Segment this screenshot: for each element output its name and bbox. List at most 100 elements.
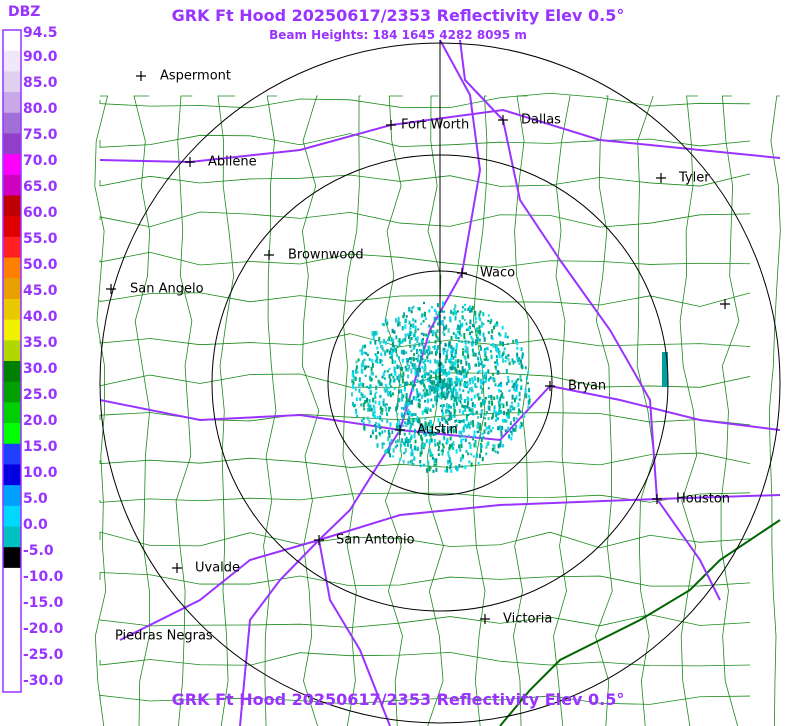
echo-pixel <box>452 426 455 429</box>
echo-pixel <box>381 419 384 423</box>
city-marker <box>172 563 182 573</box>
echo-pixel <box>396 444 399 447</box>
echo-pixel <box>478 338 481 342</box>
echo-pixel <box>467 308 470 311</box>
echo-pixel <box>474 440 477 444</box>
echo-pixel <box>454 397 457 402</box>
echo-pixel <box>392 338 395 343</box>
echo-pixel <box>433 345 436 350</box>
echo-pixel <box>470 462 473 467</box>
echo-pixel <box>465 328 468 332</box>
echo-pixel <box>446 392 449 397</box>
echo-pixel <box>462 369 465 373</box>
echo-pixel <box>412 318 414 322</box>
echo-pixel <box>483 400 486 404</box>
echo-pixel <box>477 336 479 342</box>
legend-label: 0.0 <box>23 517 48 533</box>
echo-pixel <box>433 391 436 394</box>
echo-pixel <box>396 375 399 381</box>
echo-pixel <box>436 377 439 382</box>
echo-pixel <box>409 345 412 348</box>
echo-pixel <box>352 401 354 407</box>
echo-pixel <box>427 460 430 464</box>
echo-pixel <box>404 334 407 338</box>
echo-pixel <box>417 431 420 436</box>
echo-pixel <box>482 323 485 326</box>
echo-pixel <box>440 362 443 366</box>
echo-pixel <box>419 380 422 384</box>
echo-pixel <box>505 382 508 386</box>
echo-pixel <box>512 339 515 343</box>
echo-pixel <box>441 385 444 389</box>
echo-pixel <box>424 359 427 363</box>
echo-pixel <box>463 374 465 379</box>
echo-pixel <box>473 434 476 438</box>
echo-pixel <box>422 345 425 351</box>
echo-pixel <box>359 397 362 401</box>
echo-pixel <box>517 378 520 381</box>
echo-pixel <box>420 434 423 440</box>
echo-pixel <box>470 330 473 334</box>
echo-pixel <box>457 337 460 340</box>
echo-pixel <box>379 415 382 421</box>
echo-pixel <box>443 371 446 376</box>
echo-pixel <box>401 366 404 372</box>
echo-pixel <box>488 400 491 405</box>
county-line <box>263 95 278 726</box>
echo-pixel <box>479 358 482 361</box>
legend-label: 85.0 <box>23 75 58 91</box>
echo-pixel <box>489 320 492 324</box>
echo-pixel <box>407 460 410 464</box>
echo-pixel <box>490 343 493 347</box>
city-label: Fort Worth <box>401 118 469 133</box>
echo-pixel <box>434 443 437 447</box>
echo-pixel <box>419 460 422 464</box>
echo-pixel <box>432 325 435 328</box>
echo-pixel <box>428 351 431 355</box>
echo-pixel <box>390 347 393 351</box>
echo-pixel <box>461 306 464 309</box>
echo-pixel <box>464 308 467 312</box>
echo-pixel <box>436 392 439 396</box>
echo-pixel <box>487 331 490 335</box>
echo-pixel <box>414 429 416 434</box>
echo-pixel <box>453 308 456 311</box>
echo-pixel <box>446 440 449 444</box>
echo-pixel <box>424 363 427 369</box>
echo-pixel <box>449 411 452 417</box>
echo-pixel <box>452 387 455 391</box>
echo-pixel <box>406 358 409 364</box>
echo-pixel <box>520 385 523 389</box>
echo-pixel <box>480 409 483 414</box>
echo-pixel <box>411 459 413 465</box>
city-label: San Angelo <box>130 282 204 297</box>
echo-pixel <box>479 363 482 366</box>
echo-pixel <box>412 305 415 309</box>
echo-pixel <box>391 355 393 360</box>
echo-pixel <box>515 339 518 343</box>
echo-pixel <box>433 388 436 393</box>
echo-pixel <box>473 394 476 399</box>
echo-pixel <box>428 347 431 352</box>
echo-pixel <box>376 361 379 364</box>
echo-pixel <box>369 340 372 345</box>
echo-pixel <box>465 385 468 389</box>
echo-pixel <box>450 392 453 396</box>
echo-pixel <box>475 453 478 457</box>
echo-pixel <box>395 348 398 353</box>
echo-pixel <box>428 378 431 382</box>
echo-pixel <box>437 395 440 398</box>
echo-pixel <box>491 400 493 406</box>
echo-pixel <box>425 433 428 437</box>
echo-pixel <box>475 385 478 388</box>
echo-pixel <box>514 382 517 387</box>
echo-pixel <box>424 421 427 426</box>
echo-pixel <box>441 369 443 373</box>
echo-pixel <box>447 461 450 465</box>
echo-pixel <box>421 341 424 346</box>
echo-pixel <box>468 442 471 445</box>
echo-pixel <box>452 394 455 398</box>
echo-pixel <box>394 347 396 352</box>
echo-pixel <box>431 306 433 309</box>
echo-pixel <box>520 379 523 382</box>
